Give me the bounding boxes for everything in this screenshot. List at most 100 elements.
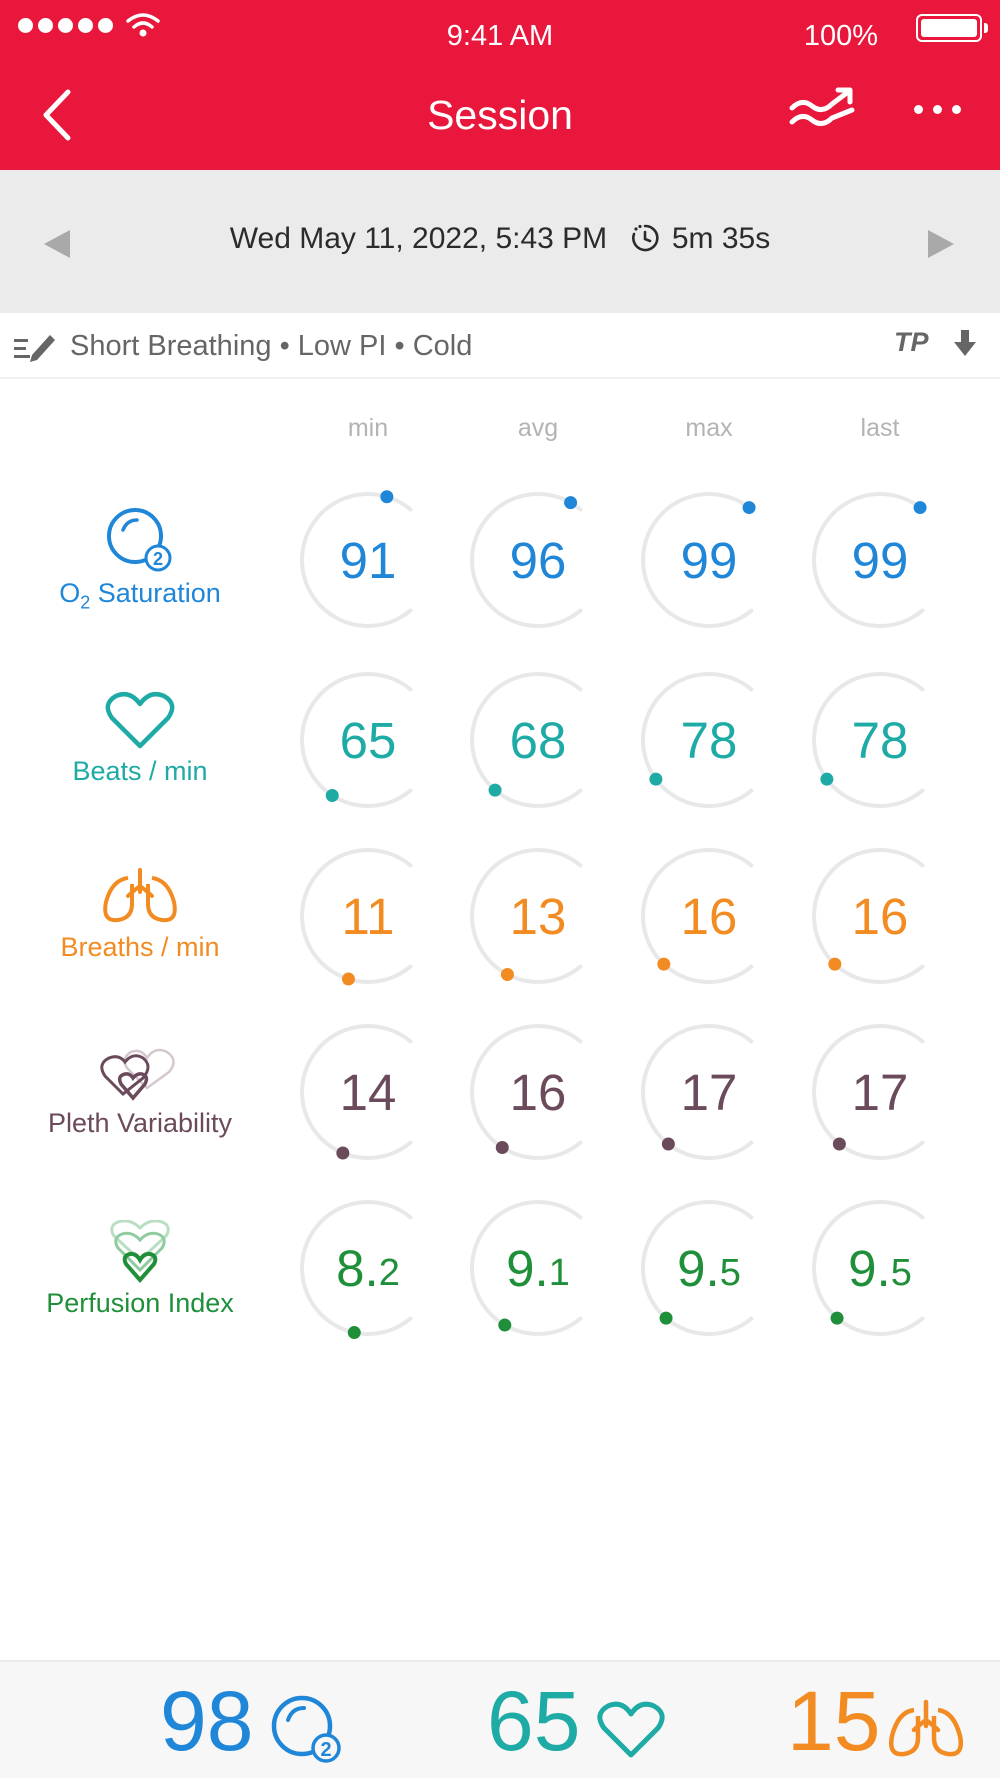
perfusion-index-max-gauge: 9. 5 xyxy=(634,1193,784,1343)
gauge-track xyxy=(641,672,754,808)
status-bar: 9:41 AM 100% xyxy=(0,0,1000,72)
pulse-rate-min-gauge: 65 xyxy=(293,665,443,815)
perfusion-index-last-gauge: 9. 5 xyxy=(805,1193,955,1343)
battery-icon xyxy=(916,14,988,42)
lungs-icon xyxy=(889,1699,963,1757)
gauge-indicator-dot xyxy=(820,772,834,786)
signal-icon xyxy=(18,18,113,33)
pleth-variability-min-value: 14 xyxy=(339,1063,397,1121)
gauge-track xyxy=(470,848,583,984)
gauge-track xyxy=(470,1200,583,1336)
o2-saturation-last-value: 99 xyxy=(851,531,909,589)
pleth-variability-label: Pleth Variability xyxy=(20,1044,260,1144)
pleth-variability-last-value: 17 xyxy=(851,1063,909,1121)
battery-percent: 100% xyxy=(803,20,878,52)
o2-bubble-icon: 2 xyxy=(271,1695,341,1763)
o2-saturation-name: O2 Saturation xyxy=(59,578,221,613)
gauge-track xyxy=(300,492,413,628)
gauge-indicator-dot xyxy=(380,490,394,504)
column-header-min: min xyxy=(347,414,389,442)
respiration-rate-min-value: 11 xyxy=(341,887,395,945)
o2-bubble-icon: 2 xyxy=(20,506,260,572)
timer-icon xyxy=(631,224,659,252)
gauge-track xyxy=(641,492,754,628)
o2-saturation-max-value: 99 xyxy=(680,531,738,589)
session-tags-bar[interactable]: Short Breathing • Low PI • Cold TP xyxy=(0,313,1000,379)
pulse-rate-last-value: 78 xyxy=(851,711,909,769)
gauge-track xyxy=(300,848,413,984)
gauge-indicator-dot xyxy=(659,1311,673,1325)
more-options-icon[interactable] xyxy=(914,105,961,114)
perfusion-index-min-value: 8. 2 xyxy=(336,1239,400,1297)
perfusion-index-label: Perfusion Index xyxy=(20,1220,260,1320)
gauge-track xyxy=(470,672,583,808)
pulse-rate-avg-value: 68 xyxy=(509,711,567,769)
column-header-max: max xyxy=(685,414,733,442)
respiration-rate-max-gauge: 16 xyxy=(634,841,784,991)
perfusion-index-name: Perfusion Index xyxy=(46,1288,234,1318)
gauge-indicator-dot xyxy=(832,1137,846,1151)
tp-label[interactable]: TP xyxy=(894,327,929,357)
pleth-variability-icon xyxy=(20,1044,260,1104)
svg-text:2: 2 xyxy=(153,549,163,569)
back-icon[interactable] xyxy=(38,86,74,144)
gauge-track xyxy=(470,1024,583,1160)
live-resp-value: 15 xyxy=(787,1674,881,1768)
gauge-track xyxy=(812,1024,925,1160)
gauge-track xyxy=(812,1200,925,1336)
gauge-indicator-dot xyxy=(828,957,842,971)
pulse-rate-max-gauge: 78 xyxy=(634,665,784,815)
o2-saturation-avg-value: 96 xyxy=(509,531,567,589)
gauge-track xyxy=(300,1200,413,1336)
live-pulse-value: 65 xyxy=(487,1674,581,1768)
page-title: Session xyxy=(427,92,573,138)
o2-saturation-min-gauge: 91 xyxy=(293,485,443,635)
app-header: 9:41 AM 100% Session xyxy=(0,0,1000,170)
gauge-track xyxy=(641,1024,754,1160)
gauge-indicator-dot xyxy=(336,1146,350,1160)
pleth-variability-max-value: 17 xyxy=(680,1063,738,1121)
session-date-bar: Wed May 11, 2022, 5:43 PM 5m 35s xyxy=(0,170,1000,313)
gauge-indicator-dot xyxy=(649,772,663,786)
gauge-indicator-dot xyxy=(498,1318,512,1332)
gauge-track xyxy=(641,1200,754,1336)
pleth-variability-max-gauge: 17 xyxy=(634,1017,784,1167)
pulse-rate-last-gauge: 78 xyxy=(805,665,955,815)
pulse-rate-max-value: 78 xyxy=(680,711,738,769)
heart-icon xyxy=(597,1701,665,1758)
pleth-variability-last-gauge: 17 xyxy=(805,1017,955,1167)
perfusion-index-last-value: 9. 5 xyxy=(848,1239,912,1297)
o2-saturation-max-gauge: 99 xyxy=(634,485,784,635)
svg-text:2: 2 xyxy=(320,1739,331,1761)
gauge-indicator-dot xyxy=(495,1140,509,1154)
session-duration: 5m 35s xyxy=(671,222,771,255)
previous-session-icon[interactable] xyxy=(44,230,70,258)
next-session-icon[interactable] xyxy=(928,230,954,258)
column-header-avg: avg xyxy=(517,414,559,442)
respiration-rate-min-gauge: 11 xyxy=(293,841,443,991)
o2-saturation-avg-gauge: 96 xyxy=(463,485,613,635)
wifi-icon xyxy=(126,13,160,37)
gauge-indicator-dot xyxy=(500,967,514,981)
session-datetime: Wed May 11, 2022, 5:43 PM 5m 35s xyxy=(0,222,1000,256)
pulse-rate-min-value: 65 xyxy=(339,711,397,769)
respiration-rate-last-gauge: 16 xyxy=(805,841,955,991)
edit-notes-icon[interactable] xyxy=(14,329,58,363)
gauge-indicator-dot xyxy=(325,788,339,802)
download-icon[interactable] xyxy=(952,330,978,360)
pleth-variability-min-gauge: 14 xyxy=(293,1017,443,1167)
gauge-indicator-dot xyxy=(347,1326,361,1340)
gauge-indicator-dot xyxy=(742,501,756,515)
gauge-track xyxy=(812,848,925,984)
o2-saturation-min-value: 91 xyxy=(339,531,397,589)
trend-chart-icon[interactable] xyxy=(788,84,858,134)
respiration-rate-label: Breaths / min xyxy=(20,866,260,966)
gauge-indicator-dot xyxy=(488,783,502,797)
gauge-track xyxy=(812,672,925,808)
pleth-variability-name: Pleth Variability xyxy=(47,1108,233,1138)
perfusion-index-avg-value: 9. 1 xyxy=(506,1239,570,1297)
respiration-rate-max-value: 16 xyxy=(680,887,738,945)
gauge-track xyxy=(812,492,925,628)
o2-saturation-last-gauge: 99 xyxy=(805,485,955,635)
pulse-rate-name: Beats / min xyxy=(72,756,208,786)
